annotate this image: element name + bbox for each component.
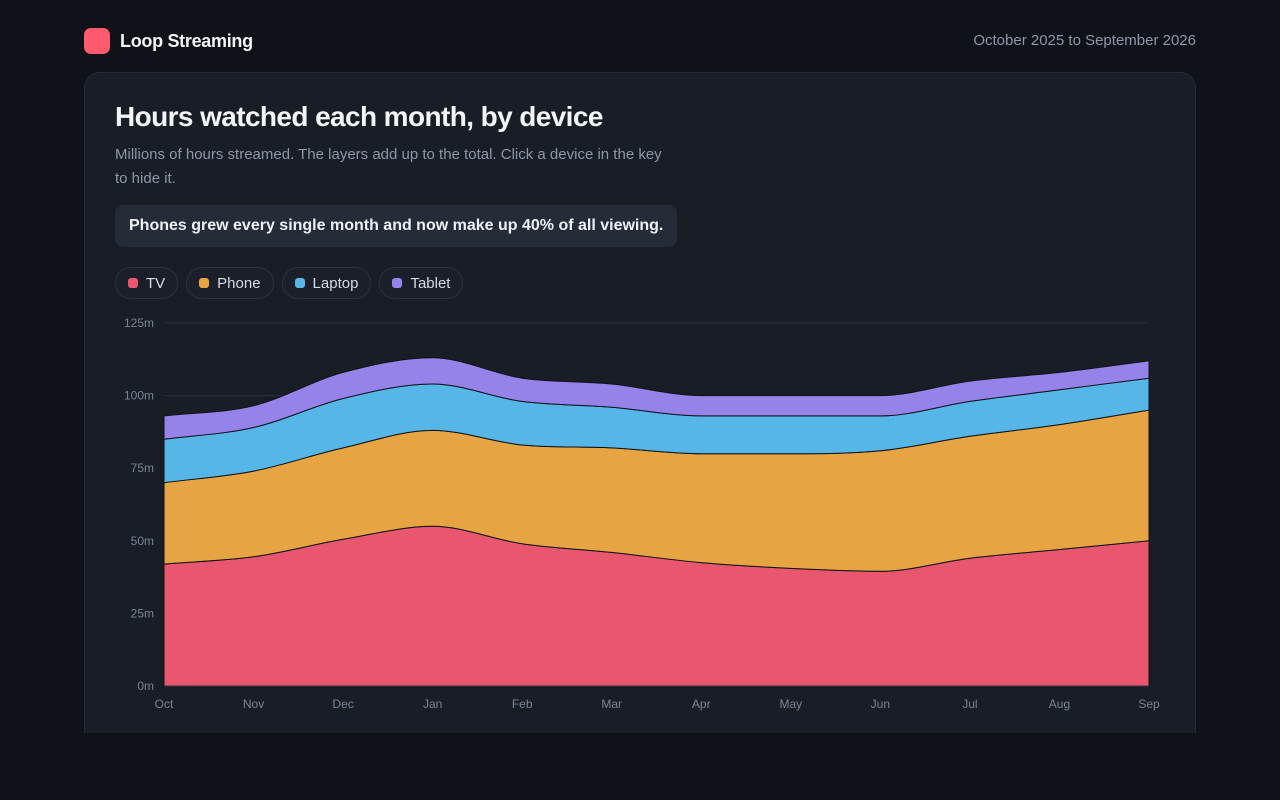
legend-swatch-tv [128,278,138,288]
date-range: October 2025 to September 2026 [973,32,1196,49]
x-tick-label: May [779,697,802,711]
y-tick-label: 75m [131,461,154,475]
x-tick-label: Mar [601,697,622,711]
area-series-tablet[interactable] [163,357,1150,440]
x-tick-label: Oct [155,697,174,711]
legend-item-phone[interactable]: Phone [186,267,274,299]
legend-swatch-laptop [294,278,305,288]
device-legend: TV Phone Laptop Tablet [115,267,464,299]
legend-item-tablet[interactable]: Tablet [379,267,464,299]
legend-swatch-phone [199,278,210,288]
legend-label-phone: Phone [217,274,261,292]
insight-callout: Phones grew every single month and now m… [115,205,678,247]
top-bar: Loop Streaming October 2025 to September… [84,28,1196,54]
legend-label-laptop: Laptop [312,274,359,292]
legend-label-tv: TV [146,274,166,292]
legend-item-laptop[interactable]: Laptop [281,267,372,299]
y-tick-label: 50m [131,534,154,548]
y-tick-label: 25m [131,606,154,620]
x-tick-label: Feb [512,697,533,711]
y-tick-label: 125m [124,316,154,330]
x-tick-label: Jul [962,697,977,711]
x-tick-label: Nov [243,697,264,711]
stacked-area-chart: 0m 25m 50m 75m 100m 125m Oct Nov Dec Jan Feb Mar Apr… [124,316,1160,711]
x-tick-label: Aug [1049,697,1070,711]
chart-card: Hours watched each month, by device Mill… [84,72,1196,733]
y-tick-label: 0m [137,679,154,693]
x-tick-label: Jan [423,697,442,711]
legend-item-tv[interactable]: TV [115,267,179,299]
chart-subtitle: Millions of hours streamed. The layers a… [115,146,662,187]
y-tick-label: 100m [124,389,154,403]
logo-icon [84,28,110,54]
legend-swatch-tablet [392,278,403,288]
chart-title: Hours watched each month, by device [115,101,603,132]
x-tick-label: Sep [1138,697,1160,711]
x-tick-label: Dec [332,697,353,711]
x-tick-label: Jun [871,697,890,711]
legend-label-tablet: Tablet [410,274,451,292]
x-tick-label: Apr [692,697,711,711]
brand-name: Loop Streaming [120,31,253,51]
